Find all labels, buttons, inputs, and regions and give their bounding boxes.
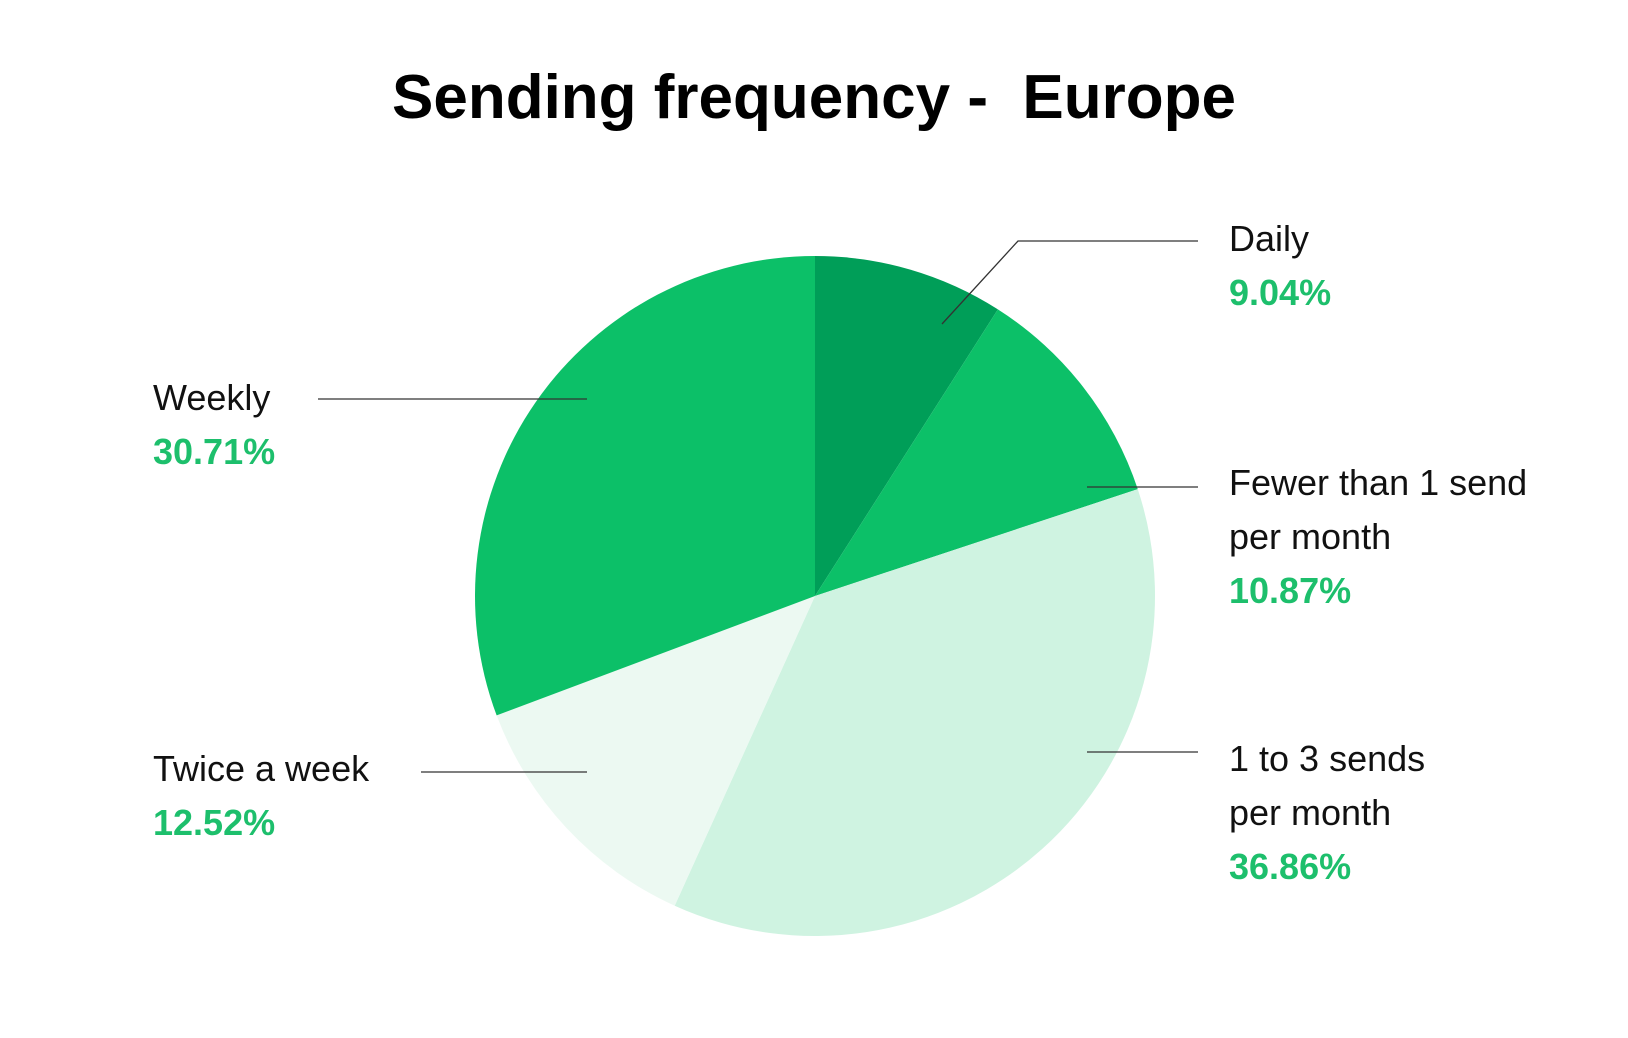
value-label: 9.04%	[1229, 272, 1332, 313]
value-label: 12.52%	[153, 802, 276, 843]
value-label: 30.71%	[153, 431, 276, 472]
slice-label: Daily	[1229, 218, 1310, 259]
leader-line	[941, 240, 1198, 325]
pie-slice	[815, 256, 998, 596]
slice-label: 1 to 3 sends per month	[1229, 738, 1426, 833]
value-label: 36.86%	[1229, 846, 1352, 887]
pie-slice	[815, 309, 1138, 596]
pie-slice	[674, 489, 1155, 936]
chart-title: Sending frequency - Europe	[392, 63, 1236, 132]
value-label: 10.87%	[1229, 570, 1352, 611]
pie-slice	[496, 596, 815, 906]
pie-slice	[474, 256, 815, 716]
slice-label: Twice a week	[153, 748, 370, 789]
slice-label: Weekly	[153, 377, 271, 418]
slice-label: Fewer than 1 send per month	[1229, 462, 1528, 557]
